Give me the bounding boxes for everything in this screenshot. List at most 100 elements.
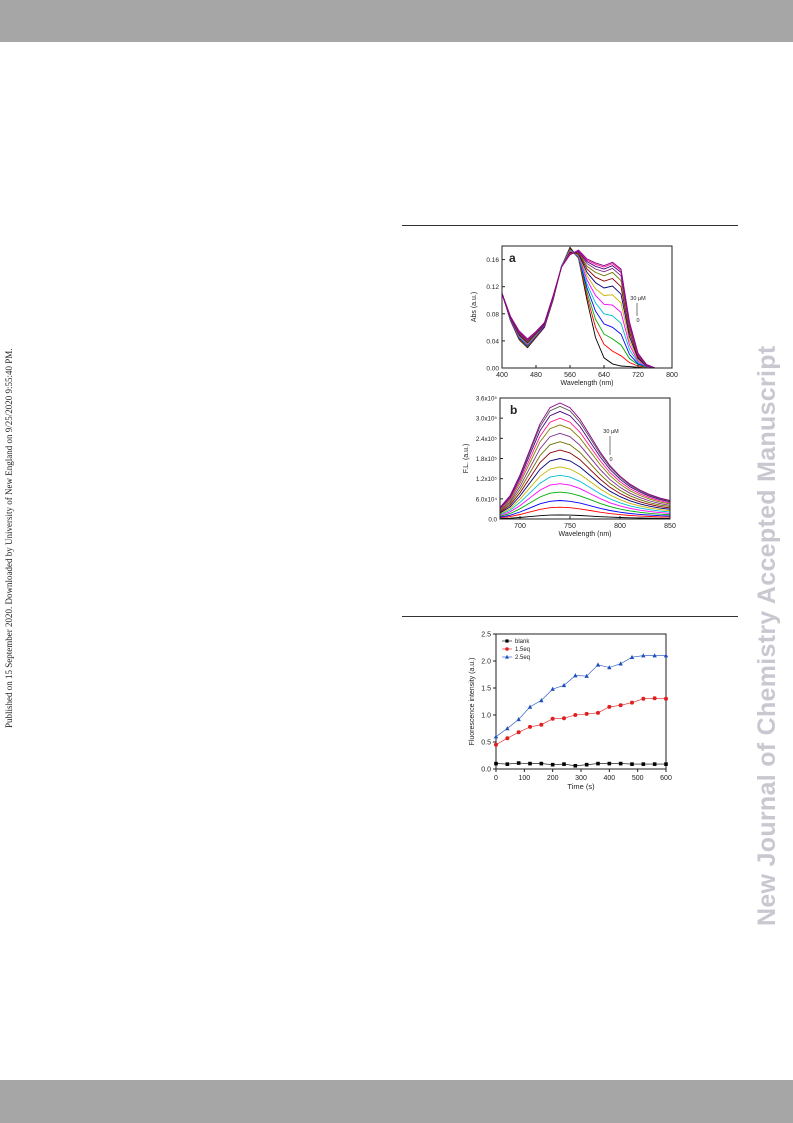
fluorescence-series-line [499,491,671,517]
absorbance-series-line [501,249,672,369]
absorbance-y-tick-label: 0.08 [486,311,499,318]
time-point-blank [539,761,544,766]
fluorescence-series-line [499,410,671,509]
time-point-1.5eq [539,722,544,727]
absorbance-x-tick-label: 640 [598,372,610,379]
fluorescence-series-line [499,506,671,519]
time-point-2.5eq [607,665,612,670]
fluorescence-x-tick-label: 700 [514,523,526,530]
time-course-chart: 0.0 0.5 1.0 1.5 2.0 2.5 0 100 200 300 400 500 600 Tim… [469,632,672,792]
absorbance-series-line [501,251,672,369]
fluorescence-x-axis-label: Wavelength (nm) [558,531,611,538]
time-point-blank [664,762,668,766]
time-point-2.5eq [652,653,657,658]
time-point-1.5eq [596,710,600,715]
time-x-tick-label: 100 [518,775,530,782]
fluorescence-annotation-bottom: 0 [609,457,612,463]
fluorescence-y-tick-label: 6.0x10⁴ [476,496,498,503]
time-point-blank [505,762,510,766]
figure-rule-top [402,225,738,226]
time-point-1.5eq [550,716,555,721]
time-series-line-1.5eq [495,697,667,745]
time-point-2.5eq [561,682,567,688]
time-point-1.5eq [516,730,521,735]
absorbance-annotation-bottom: 0 [636,318,639,324]
absorbance-x-tick-label: 560 [564,372,576,379]
time-y-tick-label: 1.0 [481,713,491,720]
fluorescence-series-line [499,441,671,512]
time-point-blank [607,761,612,766]
fluorescence-series-line [499,405,671,508]
time-y-tick-label: 0.0 [481,767,491,774]
time-point-2.5eq [550,686,555,691]
fluorescence-annotation-top: 30 μM [603,429,619,435]
absorbance-series-line [501,248,672,369]
top-band [0,0,793,42]
time-y-tick-label: 2.5 [481,632,491,639]
legend-marker-1.5eq [505,647,509,651]
time-point-2.5eq [516,716,521,722]
absorbance-series-line [501,249,672,369]
time-series-line-blank [495,762,666,767]
time-x-tick-label: 600 [660,775,672,782]
time-point-2.5eq [663,653,669,658]
publication-note: Published on 15 September 2020. Download… [4,348,14,728]
absorbance-annotation-top: 30 μM [630,296,646,302]
time-point-blank [562,762,566,766]
fluorescence-x-tick-label: 800 [614,523,626,530]
time-x-tick-label: 500 [632,775,644,782]
time-point-1.5eq [607,704,612,709]
time-point-1.5eq [528,724,532,729]
time-point-blank [516,761,521,765]
fluorescence-chart: 0.0 6.0x10⁴ 1.2x10⁵ 1.8x10⁵ 2.4x10⁵ 3.0x10⁵ 3.… [463,396,676,539]
absorbance-y-tick-label: 0.16 [486,257,499,264]
time-point-1.5eq [652,696,657,701]
absorbance-y-tick-label: 0.04 [486,338,499,345]
fluorescence-x-tick-label: 850 [664,523,676,530]
time-y-tick-label: 0.5 [481,740,491,747]
time-point-blank [652,762,657,766]
fluorescence-y-tick-label: 1.8x10⁵ [476,456,498,463]
time-point-blank [641,762,646,766]
time-point-2.5eq [595,662,601,667]
fluorescence-series-line [499,432,671,511]
figure-rule-bottom [402,616,738,617]
time-point-2.5eq [641,653,646,658]
time-point-blank [550,762,555,767]
fluorescence-series-line [499,483,671,516]
time-point-1.5eq [584,711,589,716]
time-series-line-2.5eq [495,655,666,737]
time-x-tick-label: 400 [603,775,615,782]
fluorescence-y-tick-label: 2.4x10⁵ [476,436,498,443]
absorbance-y-tick-label: 0.00 [486,366,499,373]
time-y-tick-label: 2.0 [481,659,491,666]
fluorescence-panel-label: b [510,403,517,417]
absorbance-x-tick-label: 400 [496,372,508,379]
fluorescence-y-tick-label: 3.6x10⁵ [476,396,498,403]
time-point-2.5eq [573,673,578,678]
fluorescence-series-line [499,402,671,508]
time-point-2.5eq [505,726,510,731]
bottom-band [0,1080,793,1123]
time-y-axis-label: Fluorescence intensity (a.u.) [469,658,476,746]
fluorescence-y-tick-label: 0.0 [488,517,497,524]
absorbance-y-tick-label: 0.12 [486,284,499,291]
legend-label-blank: blank [515,639,530,645]
time-point-2.5eq [493,734,499,739]
time-point-blank [573,763,578,768]
time-point-1.5eq [664,696,668,701]
fluorescence-series-line [499,449,671,513]
time-point-blank [584,762,589,767]
fluorescence-series-line [499,458,671,514]
fluorescence-series-line [499,514,671,520]
fluorescence-y-tick-label: 1.2x10⁵ [476,476,498,483]
time-point-blank [528,761,532,766]
time-point-2.5eq [629,654,635,660]
absorbance-y-axis-label: Abs (a.u.) [471,292,478,322]
time-point-1.5eq [630,700,634,705]
time-point-1.5eq [505,736,510,741]
absorbance-series-line [501,252,672,369]
time-point-1.5eq [562,716,566,721]
time-point-2.5eq [584,673,589,678]
time-x-tick-label: 300 [575,775,587,782]
